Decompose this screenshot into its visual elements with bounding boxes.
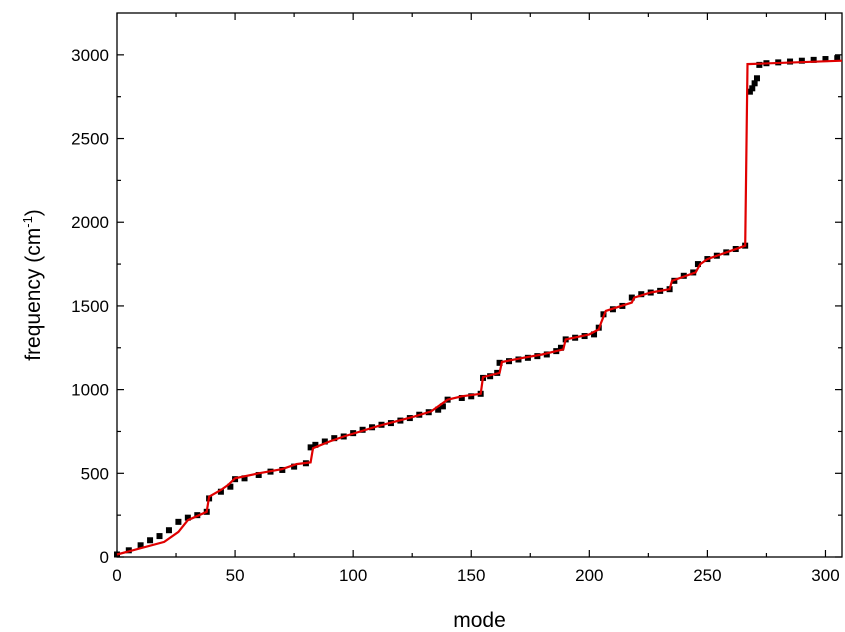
data-point bbox=[694, 261, 701, 268]
data-point bbox=[751, 80, 758, 87]
data-point bbox=[638, 291, 645, 298]
data-point bbox=[628, 294, 635, 301]
data-point bbox=[156, 533, 163, 540]
data-points bbox=[114, 55, 841, 558]
y-tick-label: 3000 bbox=[71, 46, 109, 65]
data-point bbox=[756, 61, 763, 68]
data-point bbox=[468, 393, 475, 400]
data-point bbox=[822, 56, 829, 63]
data-point bbox=[591, 331, 598, 338]
x-tick-label: 0 bbox=[112, 566, 121, 585]
data-point bbox=[331, 435, 338, 442]
data-point bbox=[255, 471, 262, 478]
data-point bbox=[241, 475, 248, 482]
y-tick-label: 1500 bbox=[71, 297, 109, 316]
y-axis-label-end: ) bbox=[22, 209, 45, 216]
x-tick-label: 150 bbox=[457, 566, 485, 585]
data-point bbox=[217, 488, 224, 495]
data-point bbox=[798, 57, 805, 64]
data-point bbox=[496, 359, 503, 366]
data-point bbox=[165, 527, 172, 534]
data-point bbox=[147, 537, 154, 544]
data-point bbox=[810, 56, 817, 63]
plot-border bbox=[116, 12, 843, 558]
data-point bbox=[184, 514, 191, 521]
data-point bbox=[439, 403, 446, 410]
data-point bbox=[137, 542, 144, 549]
data-point bbox=[435, 406, 442, 413]
y-axis-label: frequency (cm-1) bbox=[20, 209, 45, 361]
data-point bbox=[753, 75, 760, 82]
y-tick-label: 500 bbox=[81, 464, 109, 483]
y-axis-label-main: frequency (cm bbox=[22, 228, 45, 361]
y-tick-label: 2500 bbox=[71, 130, 109, 149]
x-tick-label: 200 bbox=[575, 566, 603, 585]
x-tick-label: 300 bbox=[811, 566, 839, 585]
x-axis-label: mode bbox=[453, 609, 506, 632]
data-point bbox=[557, 344, 564, 351]
data-point bbox=[307, 444, 314, 451]
data-point bbox=[312, 441, 319, 448]
data-point bbox=[834, 55, 841, 62]
data-point bbox=[227, 483, 234, 490]
data-point bbox=[746, 88, 753, 95]
data-point bbox=[175, 518, 182, 525]
fit-line-path bbox=[116, 59, 843, 556]
plot-frame bbox=[116, 12, 843, 558]
x-tick-label: 250 bbox=[693, 566, 721, 585]
data-point bbox=[321, 438, 328, 445]
y-tick-label: 1000 bbox=[71, 381, 109, 400]
data-point bbox=[749, 85, 756, 92]
y-tick-label: 2000 bbox=[71, 213, 109, 232]
data-point bbox=[458, 394, 465, 401]
data-point bbox=[291, 463, 298, 470]
x-tick-label: 100 bbox=[339, 566, 367, 585]
axis-ticks: 0 50 100 150 200 250 3000500100015002000250030… bbox=[71, 13, 842, 585]
fit-line bbox=[116, 59, 843, 556]
y-axis-label-superscript: -1 bbox=[20, 216, 35, 228]
y-tick-label: 0 bbox=[100, 548, 109, 567]
x-tick-label: 50 bbox=[226, 566, 245, 585]
